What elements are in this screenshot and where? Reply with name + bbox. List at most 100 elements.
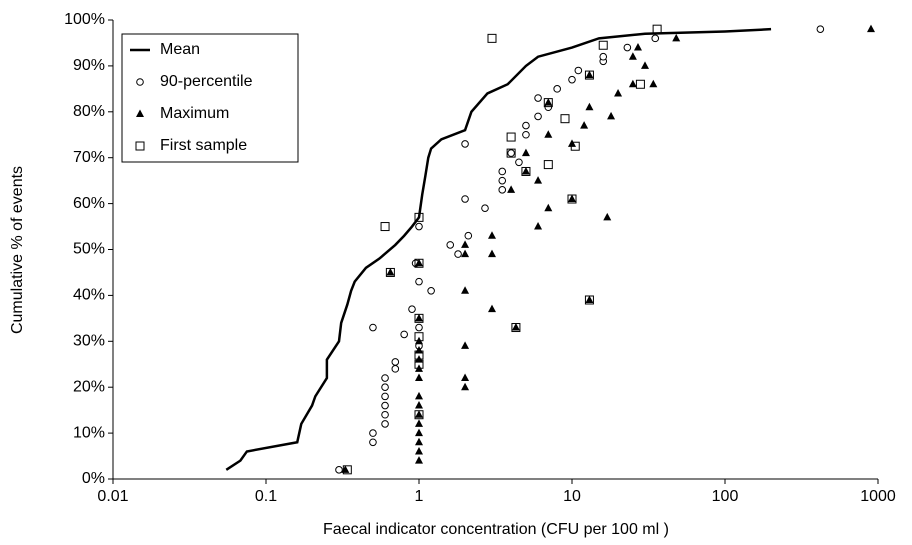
- point: [461, 286, 470, 294]
- point: [415, 391, 423, 400]
- point: [635, 79, 645, 89]
- point: [567, 194, 577, 204]
- x-tick-label: 0.1: [255, 488, 277, 505]
- point: [515, 158, 523, 167]
- point: [649, 79, 658, 88]
- y-tick-label: 70%: [73, 149, 105, 166]
- point: [415, 258, 423, 267]
- point: [335, 466, 343, 474]
- point: [381, 374, 389, 382]
- point: [400, 330, 408, 339]
- mean-line: [225, 27, 772, 471]
- point: [498, 186, 507, 194]
- point: [568, 194, 576, 203]
- point: [534, 176, 543, 184]
- point: [603, 212, 612, 221]
- point: [414, 258, 424, 268]
- point: [534, 112, 542, 121]
- point: [414, 212, 424, 222]
- point: [522, 130, 530, 139]
- point: [415, 428, 423, 437]
- point: [560, 114, 570, 124]
- legend-box: [121, 33, 299, 163]
- x-tick-label: 100: [712, 488, 739, 505]
- point: [415, 373, 423, 382]
- point: [415, 313, 423, 322]
- legend-label: Mean: [160, 41, 200, 58]
- point: [481, 204, 489, 212]
- point: [461, 195, 469, 203]
- point: [640, 61, 649, 69]
- y-tick-label: 20%: [73, 378, 105, 395]
- y-axis-label: Cumulative % of events: [9, 166, 26, 334]
- point: [415, 222, 423, 231]
- point: [553, 85, 561, 93]
- point: [568, 75, 576, 84]
- point: [446, 241, 455, 249]
- point: [623, 43, 632, 52]
- point: [415, 419, 423, 427]
- point: [415, 277, 423, 286]
- x-axis-label: Faecal indicator concentration (CFU per …: [323, 521, 669, 538]
- y-tick-label: 50%: [73, 241, 105, 258]
- point: [652, 24, 662, 34]
- point: [574, 66, 583, 75]
- point: [672, 33, 681, 42]
- point: [544, 130, 553, 138]
- point: [461, 249, 470, 258]
- point: [415, 456, 423, 464]
- y-tick-label: 80%: [73, 103, 105, 120]
- point: [381, 392, 389, 401]
- point: [522, 121, 530, 130]
- point: [414, 359, 424, 369]
- legend-marker: [136, 109, 144, 117]
- point: [381, 401, 389, 410]
- x-tick-label: 1: [415, 488, 424, 505]
- point: [369, 429, 377, 437]
- point: [506, 148, 516, 158]
- point: [386, 267, 395, 276]
- point: [415, 410, 423, 418]
- point: [585, 70, 594, 79]
- point: [391, 358, 400, 366]
- point: [414, 332, 424, 342]
- legend-label: First sample: [160, 137, 247, 154]
- point: [507, 149, 515, 157]
- x-tick-label: 10: [563, 488, 581, 505]
- point: [385, 267, 395, 277]
- point: [534, 222, 543, 230]
- point: [599, 52, 608, 61]
- point: [585, 295, 594, 303]
- point: [461, 240, 470, 248]
- y-tick-label: 60%: [73, 195, 105, 212]
- point: [511, 323, 520, 331]
- point: [487, 231, 496, 239]
- point: [633, 43, 642, 51]
- point: [415, 437, 423, 446]
- point: [487, 33, 497, 43]
- point: [461, 341, 470, 349]
- point: [369, 323, 377, 332]
- point: [521, 166, 531, 176]
- point: [544, 98, 553, 106]
- point: [628, 79, 637, 88]
- point: [454, 250, 462, 258]
- point: [369, 438, 377, 447]
- point: [461, 373, 470, 382]
- point: [534, 94, 542, 102]
- point: [598, 40, 608, 50]
- point: [866, 24, 875, 33]
- legend-label: 90-percentile: [160, 73, 253, 90]
- y-tick-label: 10%: [73, 424, 105, 441]
- point: [414, 410, 424, 420]
- point: [414, 350, 424, 360]
- point: [511, 323, 521, 333]
- point: [507, 185, 516, 193]
- point: [381, 420, 389, 428]
- y-tick-label: 0%: [82, 470, 105, 487]
- point: [487, 249, 496, 258]
- legend-label: Maximum: [160, 105, 229, 122]
- point: [568, 139, 576, 147]
- x-tick-label: 1000: [860, 488, 896, 505]
